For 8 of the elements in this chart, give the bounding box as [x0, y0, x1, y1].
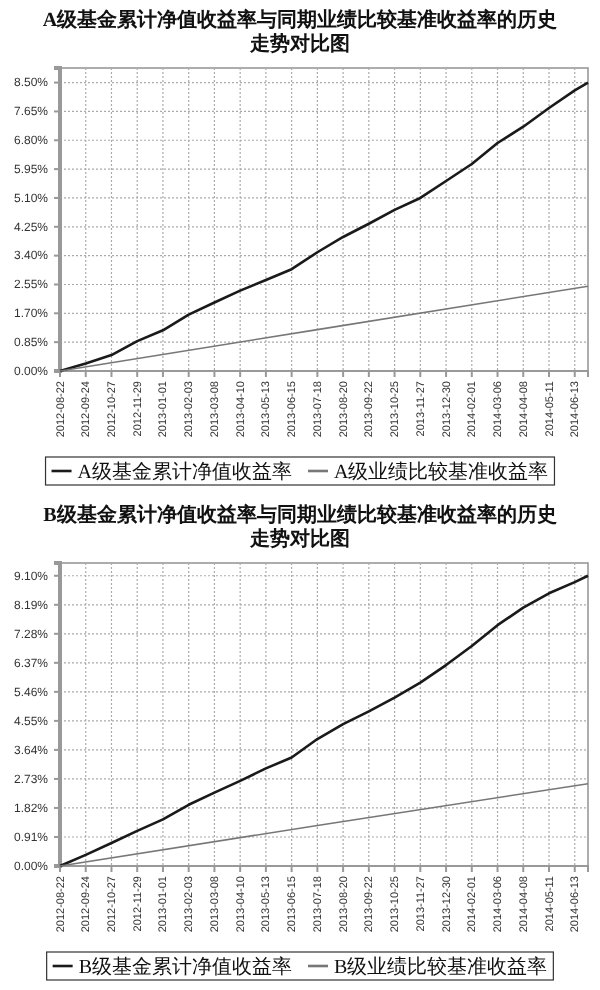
- chart-title: A级基金累计净值收益率与同期业绩比较基准收益率的历史走势对比图: [42, 8, 558, 56]
- legend-label: B级业绩比较基准收益率: [334, 955, 548, 979]
- chart-title: B级基金累计净值收益率与同期业绩比较基准收益率的历史走势对比图: [43, 503, 557, 551]
- line-series: [58, 81, 590, 373]
- legend-label: A级基金累计净值收益率: [77, 460, 292, 484]
- line-series: [58, 574, 590, 868]
- legend-label: A级业绩比较基准收益率: [334, 460, 549, 484]
- legend-label: B级基金累计净值收益率: [78, 955, 292, 979]
